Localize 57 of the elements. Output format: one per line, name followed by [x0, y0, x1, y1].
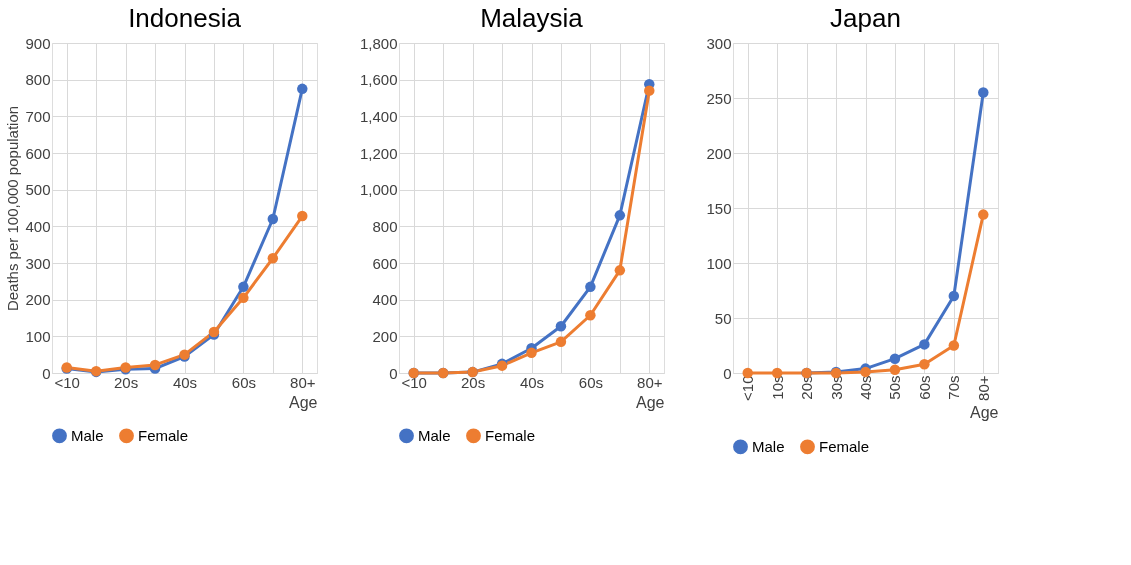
x-tick-label: 80+ [290, 373, 316, 391]
y-tick-label: 200 [25, 291, 51, 309]
y-tick-label: 300 [706, 34, 732, 52]
x-tick-label: 50s [886, 375, 904, 400]
chart-title: Malaysia [480, 3, 584, 33]
legend-label: Female [819, 437, 870, 455]
legend-label: Female [138, 426, 189, 444]
x-tick-label: 80+ [974, 375, 992, 401]
y-tick-label: 600 [25, 144, 51, 162]
x-tick-label: 60s [915, 375, 933, 400]
y-tick-label: 1,200 [359, 144, 398, 162]
x-tick-label: 40s [519, 373, 545, 391]
chart-title: Indonesia [128, 3, 242, 33]
legend-label: Male [418, 426, 451, 444]
legend-label: Male [752, 437, 785, 455]
y-tick-label: 100 [25, 327, 51, 345]
y-tick-label: 100 [706, 254, 732, 272]
y-tick-label: 800 [372, 217, 398, 235]
y-tick-label: 200 [372, 327, 398, 345]
y-axis-title: Deaths per 100,000 population [4, 105, 22, 312]
y-tick-label: 0 [42, 364, 51, 382]
y-tick-label: 500 [25, 181, 51, 199]
y-tick-label: 1,000 [359, 181, 398, 199]
x-tick-label: 40s [857, 375, 874, 400]
y-tick-label: 0 [723, 364, 732, 382]
y-tick-label: 1,600 [359, 71, 398, 89]
y-tick-label: 900 [25, 34, 51, 52]
x-tick-label: 80+ [637, 373, 663, 391]
legend-label: Female [485, 426, 536, 444]
y-tick-label: 1,400 [359, 107, 398, 125]
x-tick-label: 20s [114, 373, 139, 391]
x-tick-label: 70s [945, 375, 963, 400]
x-axis-title: Age [970, 403, 999, 421]
y-tick-label: 600 [372, 254, 398, 272]
y-tick-label: 1,800 [359, 34, 398, 52]
x-tick-label: 60s [231, 373, 256, 391]
y-tick-label: 400 [25, 217, 51, 235]
y-tick-label: 150 [706, 199, 732, 217]
x-tick-label: 40s [172, 373, 198, 391]
y-tick-label: 50 [714, 309, 732, 327]
legend-label: Male [71, 426, 104, 444]
x-tick-label: 30s [827, 375, 845, 400]
y-tick-label: 0 [389, 364, 398, 382]
x-axis-title: Age [289, 393, 318, 411]
x-tick-label: 10s [768, 375, 786, 400]
y-tick-label: 300 [25, 254, 51, 272]
y-tick-label: 700 [25, 107, 51, 125]
y-tick-label: 250 [706, 89, 732, 107]
y-tick-label: 800 [25, 71, 51, 89]
x-tick-label: <10 [401, 373, 427, 391]
x-tick-label: 20s [461, 373, 486, 391]
y-tick-label: 200 [706, 144, 732, 162]
chart-title: Japan [830, 3, 901, 33]
x-tick-label: 60s [578, 373, 603, 391]
y-tick-label: 400 [372, 291, 398, 309]
x-tick-label: <10 [54, 373, 80, 391]
x-axis-title: Age [636, 393, 665, 411]
